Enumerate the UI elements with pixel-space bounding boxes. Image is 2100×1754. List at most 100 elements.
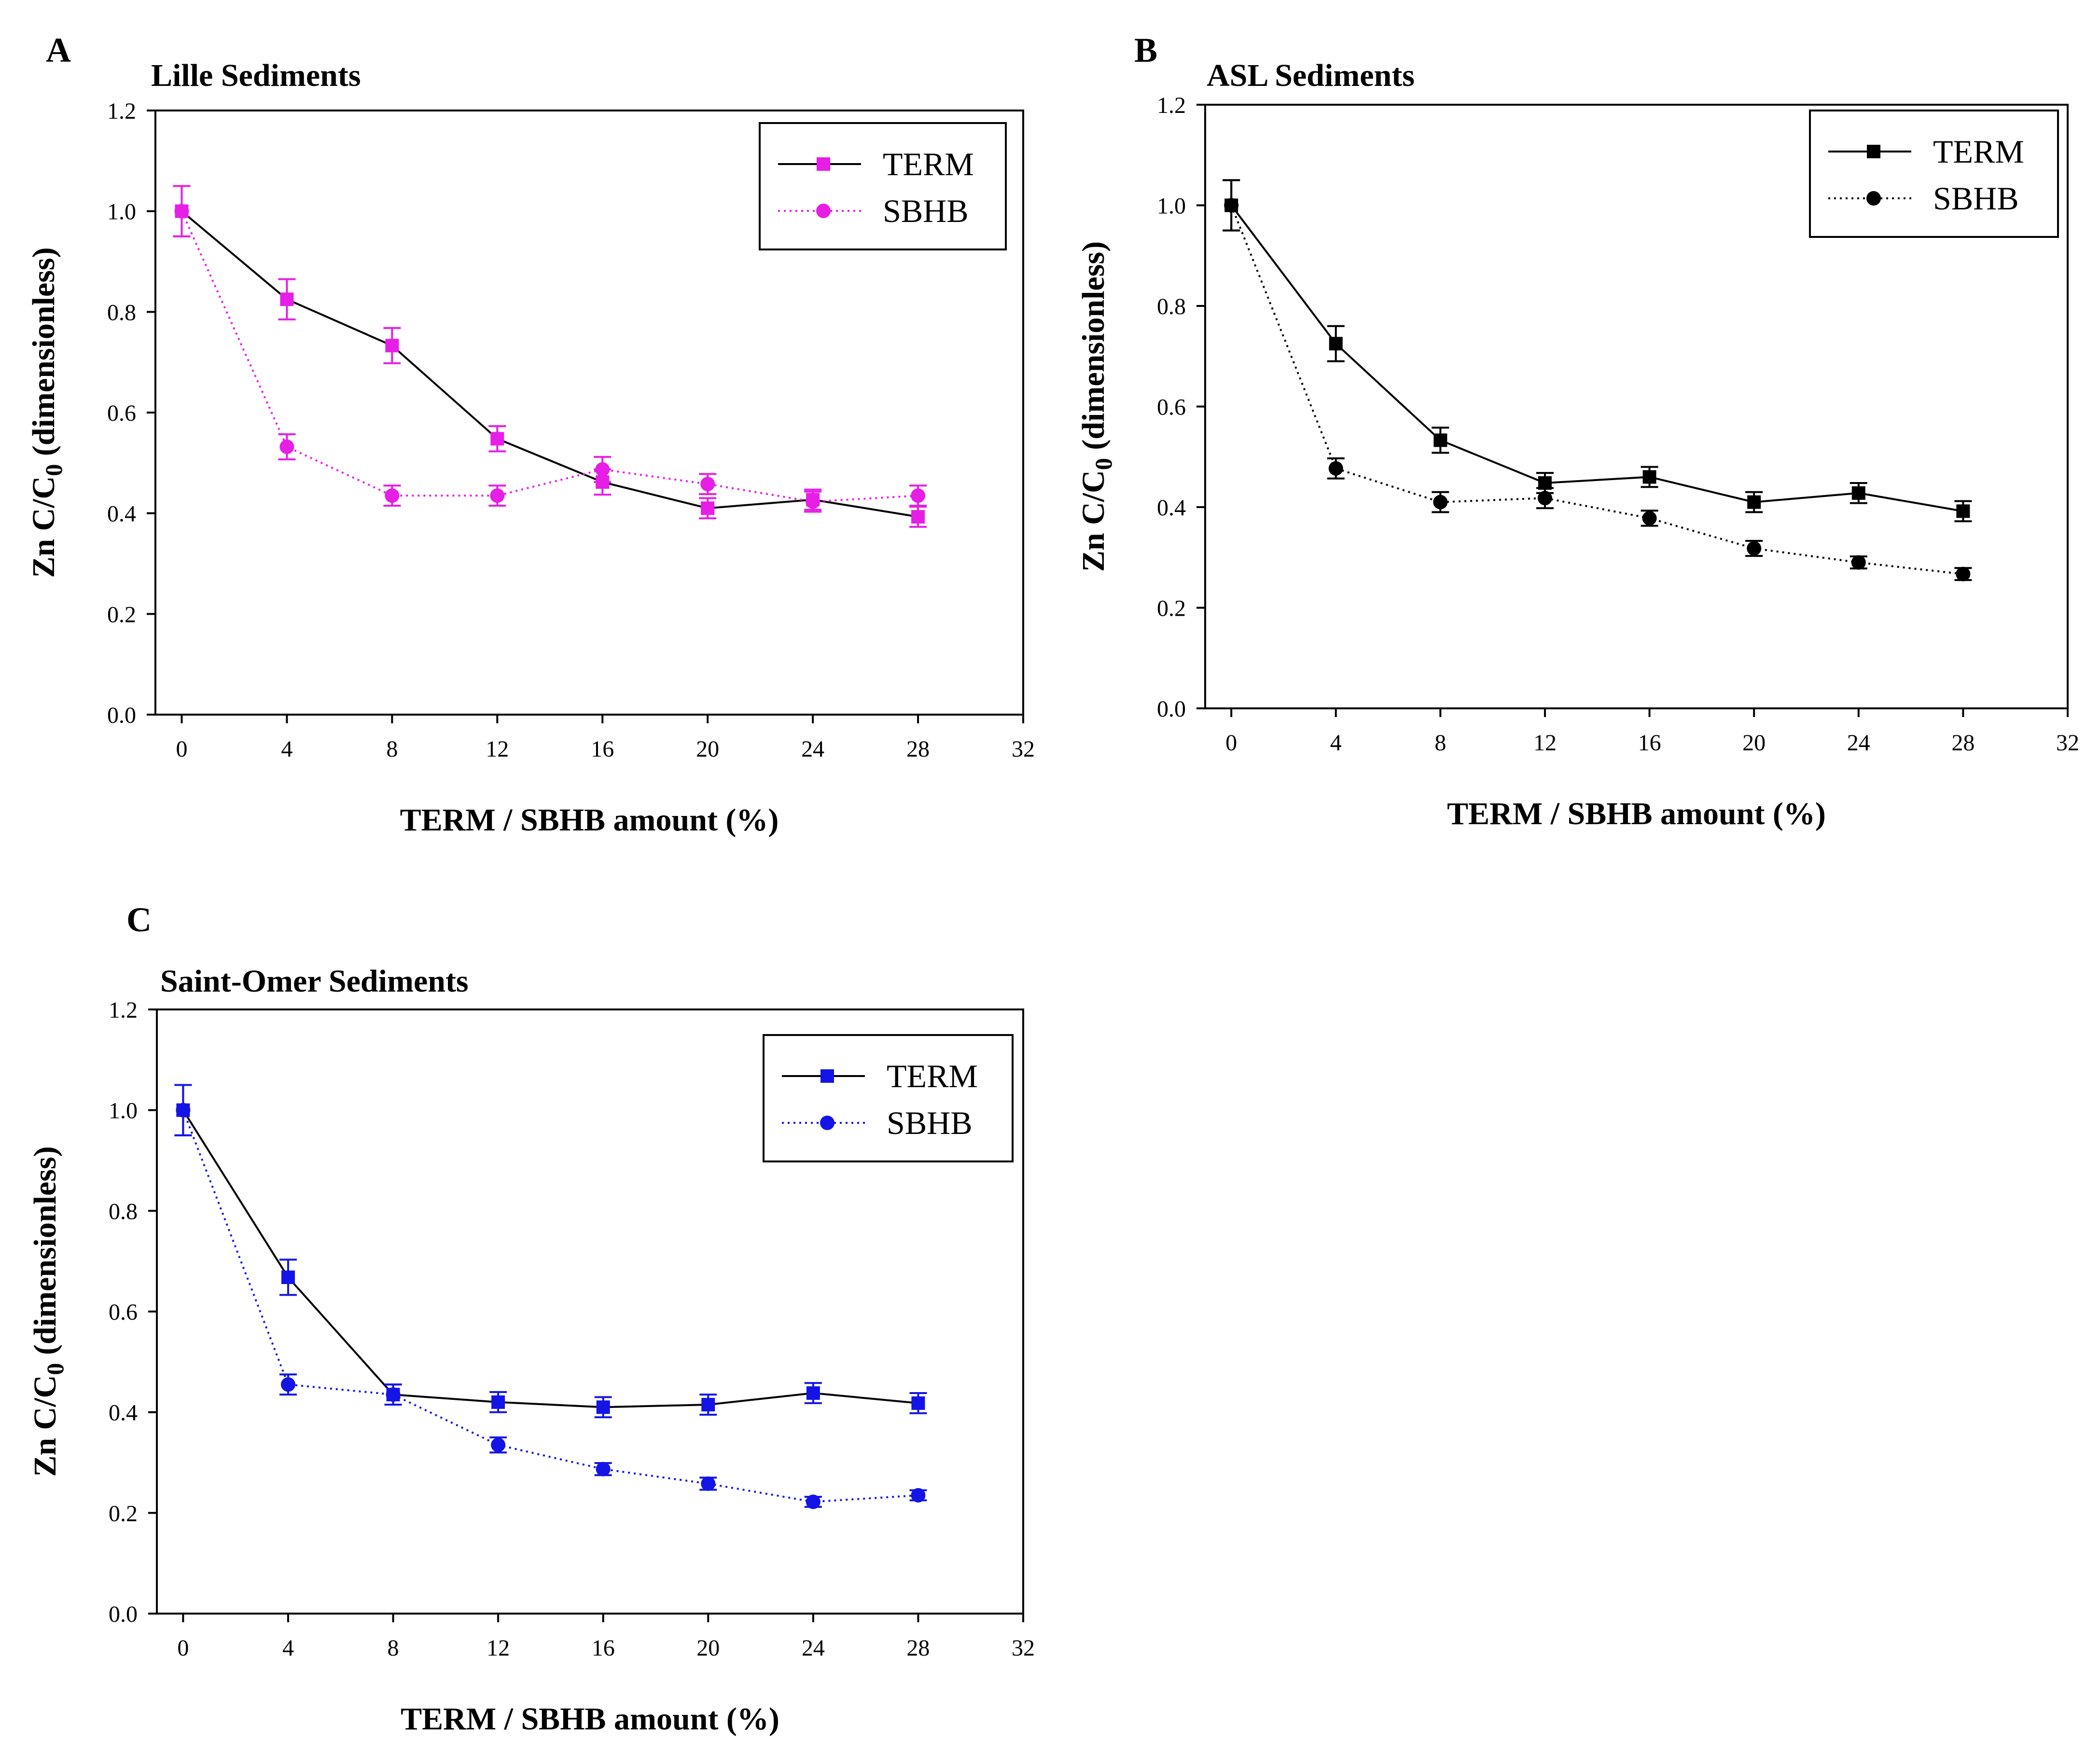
data-point-sbhb: [700, 477, 715, 492]
data-point-sbhb: [595, 462, 610, 477]
series-sbhb: [174, 1084, 927, 1509]
x-tick-label: 0: [1225, 730, 1237, 756]
y-axis-title: Zn C/C0 (dimensionless): [28, 1146, 69, 1477]
y-axis-title-tail: (dimensionless): [28, 1146, 63, 1363]
y-tick-label: 1.2: [1157, 93, 1186, 118]
y-axis: 0.0 0.2 0.4 0.6 0.8 1.0 1.2 Zn C/C0 (dimensionl…: [28, 997, 157, 1627]
data-point-sbhb: [280, 1377, 295, 1392]
x-tick-label: 24: [801, 736, 824, 762]
x-tick-label: 16: [591, 736, 614, 762]
data-point-term: [490, 432, 504, 446]
x-tick-label: 8: [1434, 730, 1446, 756]
x-tick-label: 12: [1533, 730, 1557, 756]
data-point-sbhb: [1851, 555, 1866, 570]
x-tick-label: 12: [486, 736, 509, 762]
y-tick-label: 0.8: [1157, 294, 1186, 319]
x-tick-label: 12: [487, 1635, 510, 1661]
legend-label-term: TERM: [887, 1058, 978, 1094]
data-point-term: [281, 1271, 295, 1284]
x-tick-label: 4: [281, 736, 292, 762]
y-axis: 0.0 0.2 0.4 0.6 0.8 1.0 1.2 Zn C/C0 (dimensionl…: [1076, 93, 1205, 722]
y-tick-label: 1.0: [1157, 193, 1186, 219]
x-tick-label: 8: [388, 1635, 399, 1661]
x-tick-label: 32: [2056, 730, 2079, 756]
data-point-sbhb: [491, 1437, 506, 1452]
y-tick-label: 0.8: [107, 300, 136, 325]
data-point-sbhb: [1433, 495, 1448, 510]
data-point-term: [911, 510, 925, 524]
y-axis-title-tail: (dimensionless): [26, 247, 61, 464]
data-point-term: [701, 1398, 715, 1412]
x-tick-label: 0: [176, 736, 187, 762]
x-axis-title: TERM / SBHB amount (%): [401, 1701, 779, 1737]
x-axis: 0 4 8 12 16 20 24 28 32 TERM / SBHB amount (%): [1225, 708, 2079, 831]
x-tick-label: 28: [1951, 730, 1975, 756]
x-tick-label: 20: [696, 736, 719, 762]
x-axis: 0 4 8 12 16 20 24 28 32 TERM / SBHB amount (%): [176, 715, 1035, 838]
data-point-sbhb: [174, 204, 189, 219]
chart-title: ASL Sediments: [1207, 58, 1415, 93]
legend: TERM SBHB: [759, 122, 1007, 250]
y-tick-label: 0.6: [107, 401, 136, 426]
legend-marker-term: [1867, 145, 1880, 158]
series-line-term: [1230, 205, 1963, 512]
data-point-sbhb: [1956, 566, 1971, 581]
y-axis-title-subscript: 0: [40, 464, 67, 476]
data-point-term: [1851, 486, 1865, 500]
x-tick-label: 32: [1012, 1635, 1035, 1661]
series-line-sbhb: [181, 210, 918, 503]
y-tick-label: 0.4: [109, 1400, 138, 1426]
y-axis-title-main: Zn C/C: [26, 476, 61, 578]
series-sbhb: [173, 185, 927, 513]
x-tick-label: 24: [802, 1635, 825, 1661]
data-point-sbhb: [911, 1488, 926, 1503]
data-point-term: [1642, 470, 1656, 484]
data-point-term: [701, 501, 715, 515]
y-tick-label: 1.2: [107, 98, 136, 124]
data-point-term: [806, 1386, 820, 1400]
data-point-sbhb: [279, 439, 294, 454]
legend-label-sbhb: SBHB: [883, 193, 969, 229]
y-tick-label: 1.0: [109, 1098, 138, 1124]
x-tick-label: 24: [1847, 730, 1870, 756]
data-point-sbhb: [1328, 461, 1343, 476]
data-point-sbhb: [1224, 198, 1239, 213]
y-axis-title-main: Zn C/C: [28, 1375, 63, 1477]
series-sbhb: [1223, 179, 1972, 581]
data-point-sbhb: [806, 494, 821, 509]
y-tick-label: 0.4: [107, 501, 136, 527]
data-point-sbhb: [385, 488, 400, 503]
data-point-sbhb: [490, 488, 505, 503]
legend: TERM SBHB: [763, 1034, 1014, 1162]
legend-marker-sbhb: [1866, 191, 1881, 206]
y-axis-title: Zn C/C0 (dimensionless): [1076, 241, 1117, 572]
x-axis-title: TERM / SBHB amount (%): [1447, 796, 1826, 831]
y-tick-label: 0.6: [1157, 395, 1186, 420]
legend-label-sbhb: SBHB: [887, 1105, 973, 1141]
x-tick-label: 4: [282, 1635, 294, 1661]
y-tick-label: 0.8: [109, 1199, 138, 1224]
series-line-sbhb: [1230, 205, 1963, 575]
y-tick-label: 0.2: [109, 1501, 138, 1526]
legend-box: [763, 1034, 1014, 1162]
chart-title: Lille Sediments: [151, 58, 361, 93]
data-point-sbhb: [1537, 491, 1552, 506]
x-tick-label: 28: [906, 1635, 930, 1661]
legend-marker-term: [821, 1069, 834, 1083]
data-point-sbhb: [386, 1387, 401, 1402]
x-tick-label: 20: [696, 1635, 720, 1661]
chart-title: Saint-Omer Sediments: [160, 964, 469, 999]
data-point-term: [280, 292, 294, 306]
x-tick-label: 20: [1742, 730, 1766, 756]
x-tick-label: 4: [1330, 730, 1342, 756]
panel-b: B ASL Sediments 0 4 8 12 16 20 24 28 32 TERM / SBHB…: [1076, 31, 2079, 831]
data-point-term: [1747, 495, 1761, 509]
data-point-term: [1956, 504, 1970, 518]
data-point-term: [491, 1395, 505, 1409]
series-line-term: [181, 210, 918, 518]
data-point-sbhb: [1642, 511, 1657, 525]
y-tick-label: 0.2: [1157, 596, 1186, 621]
y-axis-title-tail: (dimensionless): [1076, 241, 1111, 458]
x-axis-title: TERM / SBHB amount (%): [400, 802, 779, 838]
